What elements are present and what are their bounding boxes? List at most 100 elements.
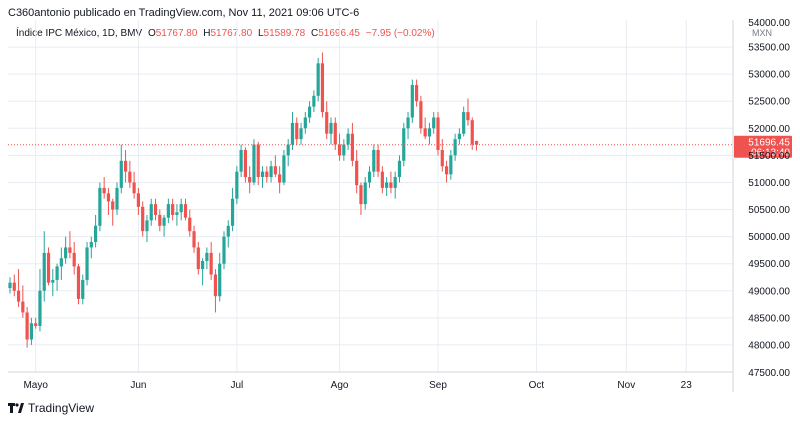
candle-body: [145, 220, 149, 232]
candle-body: [440, 149, 444, 167]
candle: [89, 236, 93, 259]
y-tick-label: 49500.00: [748, 259, 790, 270]
candle: [16, 269, 21, 308]
candle-body: [213, 274, 218, 297]
candle: [106, 187, 111, 215]
candle-body: [98, 187, 102, 226]
y-tick-label: 51500.00: [748, 151, 790, 162]
low-value: 51589.78: [263, 28, 306, 39]
high-label: H: [203, 28, 211, 39]
candle: [376, 144, 380, 178]
candle: [415, 79, 419, 107]
candle-body: [239, 149, 243, 172]
last-price-tag: [734, 135, 792, 158]
candle: [393, 171, 397, 199]
candle: [256, 141, 260, 186]
x-tick-label: Ago: [331, 380, 349, 391]
candle: [320, 52, 325, 118]
candle: [389, 171, 393, 194]
candle: [419, 95, 423, 134]
candle: [359, 182, 363, 215]
candle-body: [295, 122, 299, 140]
candle-body: [16, 290, 21, 302]
symbol-label[interactable]: Índice IPC México, 1D, BMV: [16, 28, 143, 39]
last-price-countdown: 06:13:40: [751, 148, 790, 159]
candle-body: [350, 133, 354, 161]
candle-body: [205, 252, 209, 261]
candle-body: [29, 323, 33, 340]
candle: [444, 160, 449, 183]
candle: [474, 140, 479, 151]
candle: [432, 112, 436, 134]
candle-body: [457, 133, 461, 140]
candle-body: [427, 128, 432, 137]
candle-body: [106, 193, 111, 202]
candle: [406, 112, 410, 140]
candle-body: [209, 252, 213, 275]
candle-body: [119, 160, 123, 188]
candle-body: [175, 212, 179, 215]
candle: [115, 182, 119, 215]
footer-brand[interactable]: TradingView: [8, 401, 94, 415]
candle-body: [192, 231, 196, 248]
candle: [342, 139, 346, 161]
candle: [385, 177, 389, 196]
candle: [462, 106, 466, 137]
candle: [119, 144, 123, 194]
candle-body: [273, 166, 277, 175]
candle-body: [355, 160, 359, 186]
candle-body: [12, 282, 16, 291]
open-label: O: [147, 28, 156, 39]
candle: [286, 139, 290, 167]
candle: [230, 187, 235, 232]
candle-body: [188, 217, 192, 232]
candle-body: [376, 149, 380, 172]
candle-body: [444, 166, 449, 175]
candle: [449, 149, 453, 180]
candle-body: [132, 182, 136, 194]
candle-body: [389, 182, 393, 188]
x-tick-label: Nov: [617, 380, 635, 391]
change-value: −7.95 (−0.02%): [365, 28, 435, 39]
candle: [192, 225, 196, 253]
x-tick-label: Oct: [529, 380, 545, 391]
candle-body: [38, 290, 42, 326]
candle-body: [153, 204, 158, 215]
y-tick-label: 51000.00: [748, 178, 790, 189]
candle: [213, 269, 218, 313]
candle-body: [85, 247, 89, 280]
y-tick-label: 52500.00: [748, 97, 790, 108]
candle-body: [393, 177, 397, 188]
candle: [85, 242, 89, 286]
candle: [12, 274, 16, 297]
candles: [8, 52, 479, 348]
candle-body: [372, 149, 376, 172]
candle-body: [260, 171, 265, 178]
candle-body: [94, 225, 98, 243]
footer-brand-text: TradingView: [28, 401, 95, 415]
candle-body: [320, 63, 325, 113]
candle: [273, 155, 277, 178]
candle-body: [196, 247, 200, 270]
candle: [51, 269, 55, 297]
candle-body: [325, 112, 329, 134]
candle-body: [406, 117, 410, 129]
candle: [239, 144, 243, 178]
candle-body: [432, 117, 436, 129]
candle-body: [21, 301, 25, 313]
candle-body: [183, 204, 188, 218]
candle-body: [453, 139, 457, 156]
low-label: L: [257, 28, 264, 39]
candle: [355, 149, 359, 194]
candle: [94, 214, 98, 248]
candle-body: [89, 242, 93, 248]
y-tick-label: 48000.00: [748, 340, 790, 351]
candle: [145, 214, 149, 243]
candle-body: [308, 106, 312, 118]
candle-body: [68, 247, 72, 253]
candle-body: [111, 201, 115, 210]
candle-body: [115, 187, 119, 210]
candle-body: [72, 252, 76, 267]
candle-body: [329, 122, 333, 134]
